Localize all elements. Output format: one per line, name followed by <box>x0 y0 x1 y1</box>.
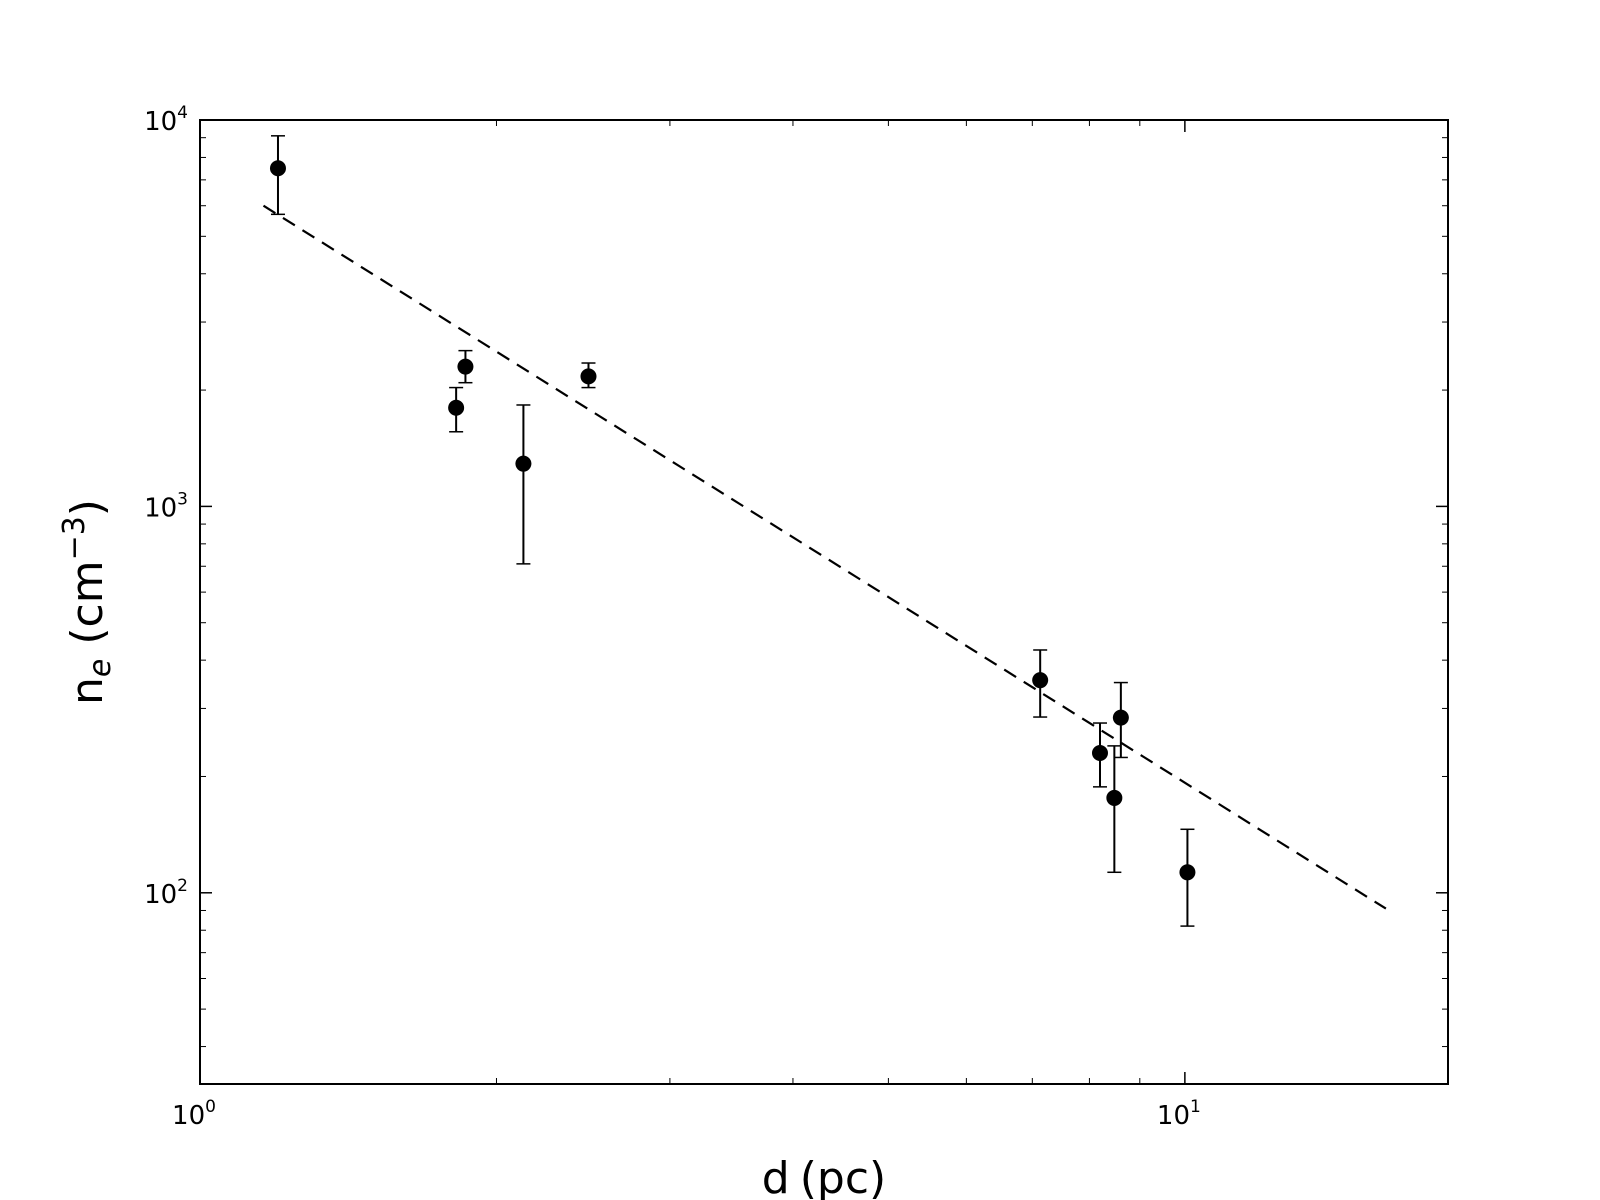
y-tick-label-exponent: 2 <box>177 876 188 896</box>
y-tick-label-exponent: 4 <box>177 103 188 123</box>
data-point <box>1112 681 1129 759</box>
y-axis-label-base: n <box>62 677 113 705</box>
point-marker <box>1179 864 1196 881</box>
y-axis-label-unit-open: (cm <box>62 560 113 644</box>
y-tick-label: 104 <box>144 103 188 137</box>
y-tick-label-base: 10 <box>144 493 177 523</box>
plot-frame <box>199 119 1449 1085</box>
dashed-fit-line <box>262 204 1387 910</box>
y-axis-label-unit-close: ) <box>62 499 113 516</box>
data-point <box>580 362 597 389</box>
x-axis-label-base: d <box>762 1153 790 1200</box>
x-tick-label: 101 <box>1157 1097 1201 1131</box>
y-axis-label-subscript: e <box>83 659 118 677</box>
data-point <box>1032 649 1049 718</box>
data-point <box>1179 828 1196 927</box>
data-points <box>269 135 1196 927</box>
point-marker <box>448 399 465 416</box>
point-marker <box>1106 789 1123 806</box>
y-axis-label-unit-exponent: −3 <box>57 516 92 560</box>
x-tick-label-base: 10 <box>172 1101 205 1131</box>
data-point <box>1091 722 1108 788</box>
point-marker <box>580 368 597 385</box>
x-tick-label-base: 10 <box>1157 1101 1190 1131</box>
point-marker <box>515 455 532 472</box>
x-tick-label-exponent: 0 <box>205 1097 216 1117</box>
point-marker <box>457 358 474 375</box>
y-tick-label-base: 10 <box>144 880 177 910</box>
y-tick-label-exponent: 3 <box>177 489 188 509</box>
x-tick-labels: 100 101 <box>172 1097 1201 1131</box>
data-point <box>515 404 532 565</box>
x-tick-label: 100 <box>172 1097 216 1131</box>
data-point <box>1106 745 1123 874</box>
data-point <box>457 349 474 384</box>
data-point <box>269 135 286 216</box>
x-axis-label-unit: (pc) <box>800 1153 886 1200</box>
y-tick-label-base: 10 <box>144 107 177 137</box>
y-tick-label: 102 <box>144 876 188 910</box>
point-marker <box>1032 672 1049 689</box>
y-tick-label: 103 <box>144 489 188 523</box>
x-axis-label: d (pc) <box>762 1153 886 1200</box>
point-marker <box>1112 709 1129 726</box>
point-marker <box>269 160 286 177</box>
y-axis-label: ne (cm−3) <box>57 499 118 705</box>
point-marker <box>1091 745 1108 762</box>
x-tick-label-exponent: 1 <box>1190 1097 1201 1117</box>
plot-background <box>200 120 1448 1084</box>
data-point <box>448 386 465 433</box>
